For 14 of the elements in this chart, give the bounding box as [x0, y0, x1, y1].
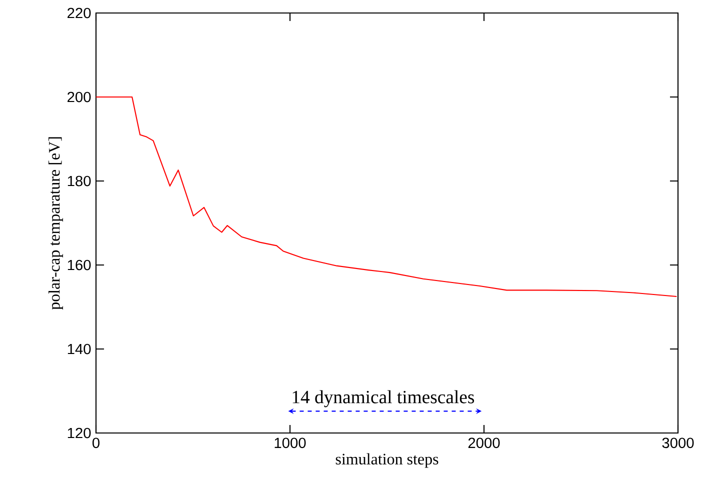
y-tick-label: 220: [68, 8, 91, 18]
y-tick-label: 140: [68, 344, 91, 354]
line-series: [96, 96, 678, 298]
x-tick-label: 1000: [274, 438, 306, 448]
x-tick-label: 0: [92, 438, 100, 448]
x-axis-title: simulation steps: [336, 453, 438, 468]
x-tick-label: 3000: [662, 438, 694, 448]
y-tick-label: 180: [68, 176, 91, 186]
y-tick-label: 200: [68, 92, 91, 102]
annotation: 14 dynamical timescales: [292, 390, 474, 408]
y-axis-title: polar-cap temparature [eV]: [48, 137, 63, 310]
y-tick-label: 160: [68, 260, 91, 270]
x-tick-label: 2000: [468, 438, 500, 448]
y-tick-label: 120: [68, 428, 91, 438]
